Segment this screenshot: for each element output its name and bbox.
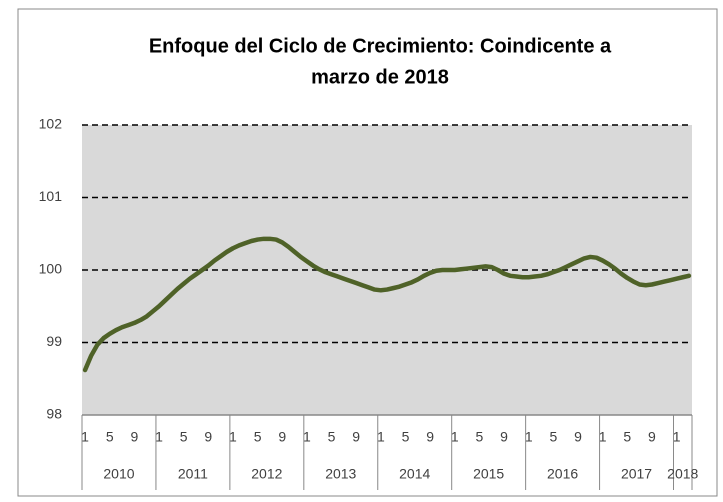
x-tick-label: 5 [106, 429, 114, 445]
x-group-label: 2010 [103, 466, 134, 482]
y-tick-label: 102 [39, 116, 63, 132]
x-group-label: 2011 [178, 466, 208, 482]
x-tick-label: 1 [599, 429, 607, 445]
x-group-label: 2017 [621, 466, 652, 482]
x-tick-label: 5 [549, 429, 557, 445]
x-tick-label: 1 [229, 429, 237, 445]
x-tick-label: 5 [180, 429, 188, 445]
x-tick-label: 9 [204, 429, 212, 445]
x-group-label: 2014 [399, 466, 430, 482]
x-group-label: 2015 [473, 466, 504, 482]
x-tick-label: 9 [130, 429, 138, 445]
x-tick-label: 9 [648, 429, 656, 445]
x-tick-label: 1 [451, 429, 459, 445]
x-tick-label: 5 [476, 429, 484, 445]
y-tick-label: 98 [46, 406, 62, 422]
x-tick-label: 1 [673, 429, 681, 445]
y-tick-label: 100 [39, 261, 63, 277]
x-tick-label: 1 [377, 429, 385, 445]
x-tick-label: 1 [303, 429, 311, 445]
x-tick-label: 1 [81, 429, 89, 445]
x-tick-label: 1 [525, 429, 533, 445]
x-tick-label: 5 [328, 429, 336, 445]
chart-title: marzo de 2018 [311, 66, 449, 88]
x-group-label: 2012 [251, 466, 282, 482]
chart-title: Enfoque del Ciclo de Crecimiento: Coindi… [149, 35, 612, 57]
x-tick-label: 9 [500, 429, 508, 445]
x-tick-label: 9 [352, 429, 360, 445]
x-tick-label: 5 [254, 429, 262, 445]
y-tick-label: 101 [39, 188, 63, 204]
x-tick-label: 9 [574, 429, 582, 445]
x-tick-label: 1 [155, 429, 163, 445]
x-tick-label: 5 [402, 429, 410, 445]
series-line [82, 236, 692, 373]
x-tick-label: 9 [278, 429, 286, 445]
x-group-label: 2016 [547, 466, 578, 482]
x-tick-label: 9 [426, 429, 434, 445]
x-tick-label: 5 [623, 429, 631, 445]
y-tick-label: 99 [46, 333, 62, 349]
x-group-label: 2018 [667, 466, 698, 482]
x-group-label: 2013 [325, 466, 356, 482]
